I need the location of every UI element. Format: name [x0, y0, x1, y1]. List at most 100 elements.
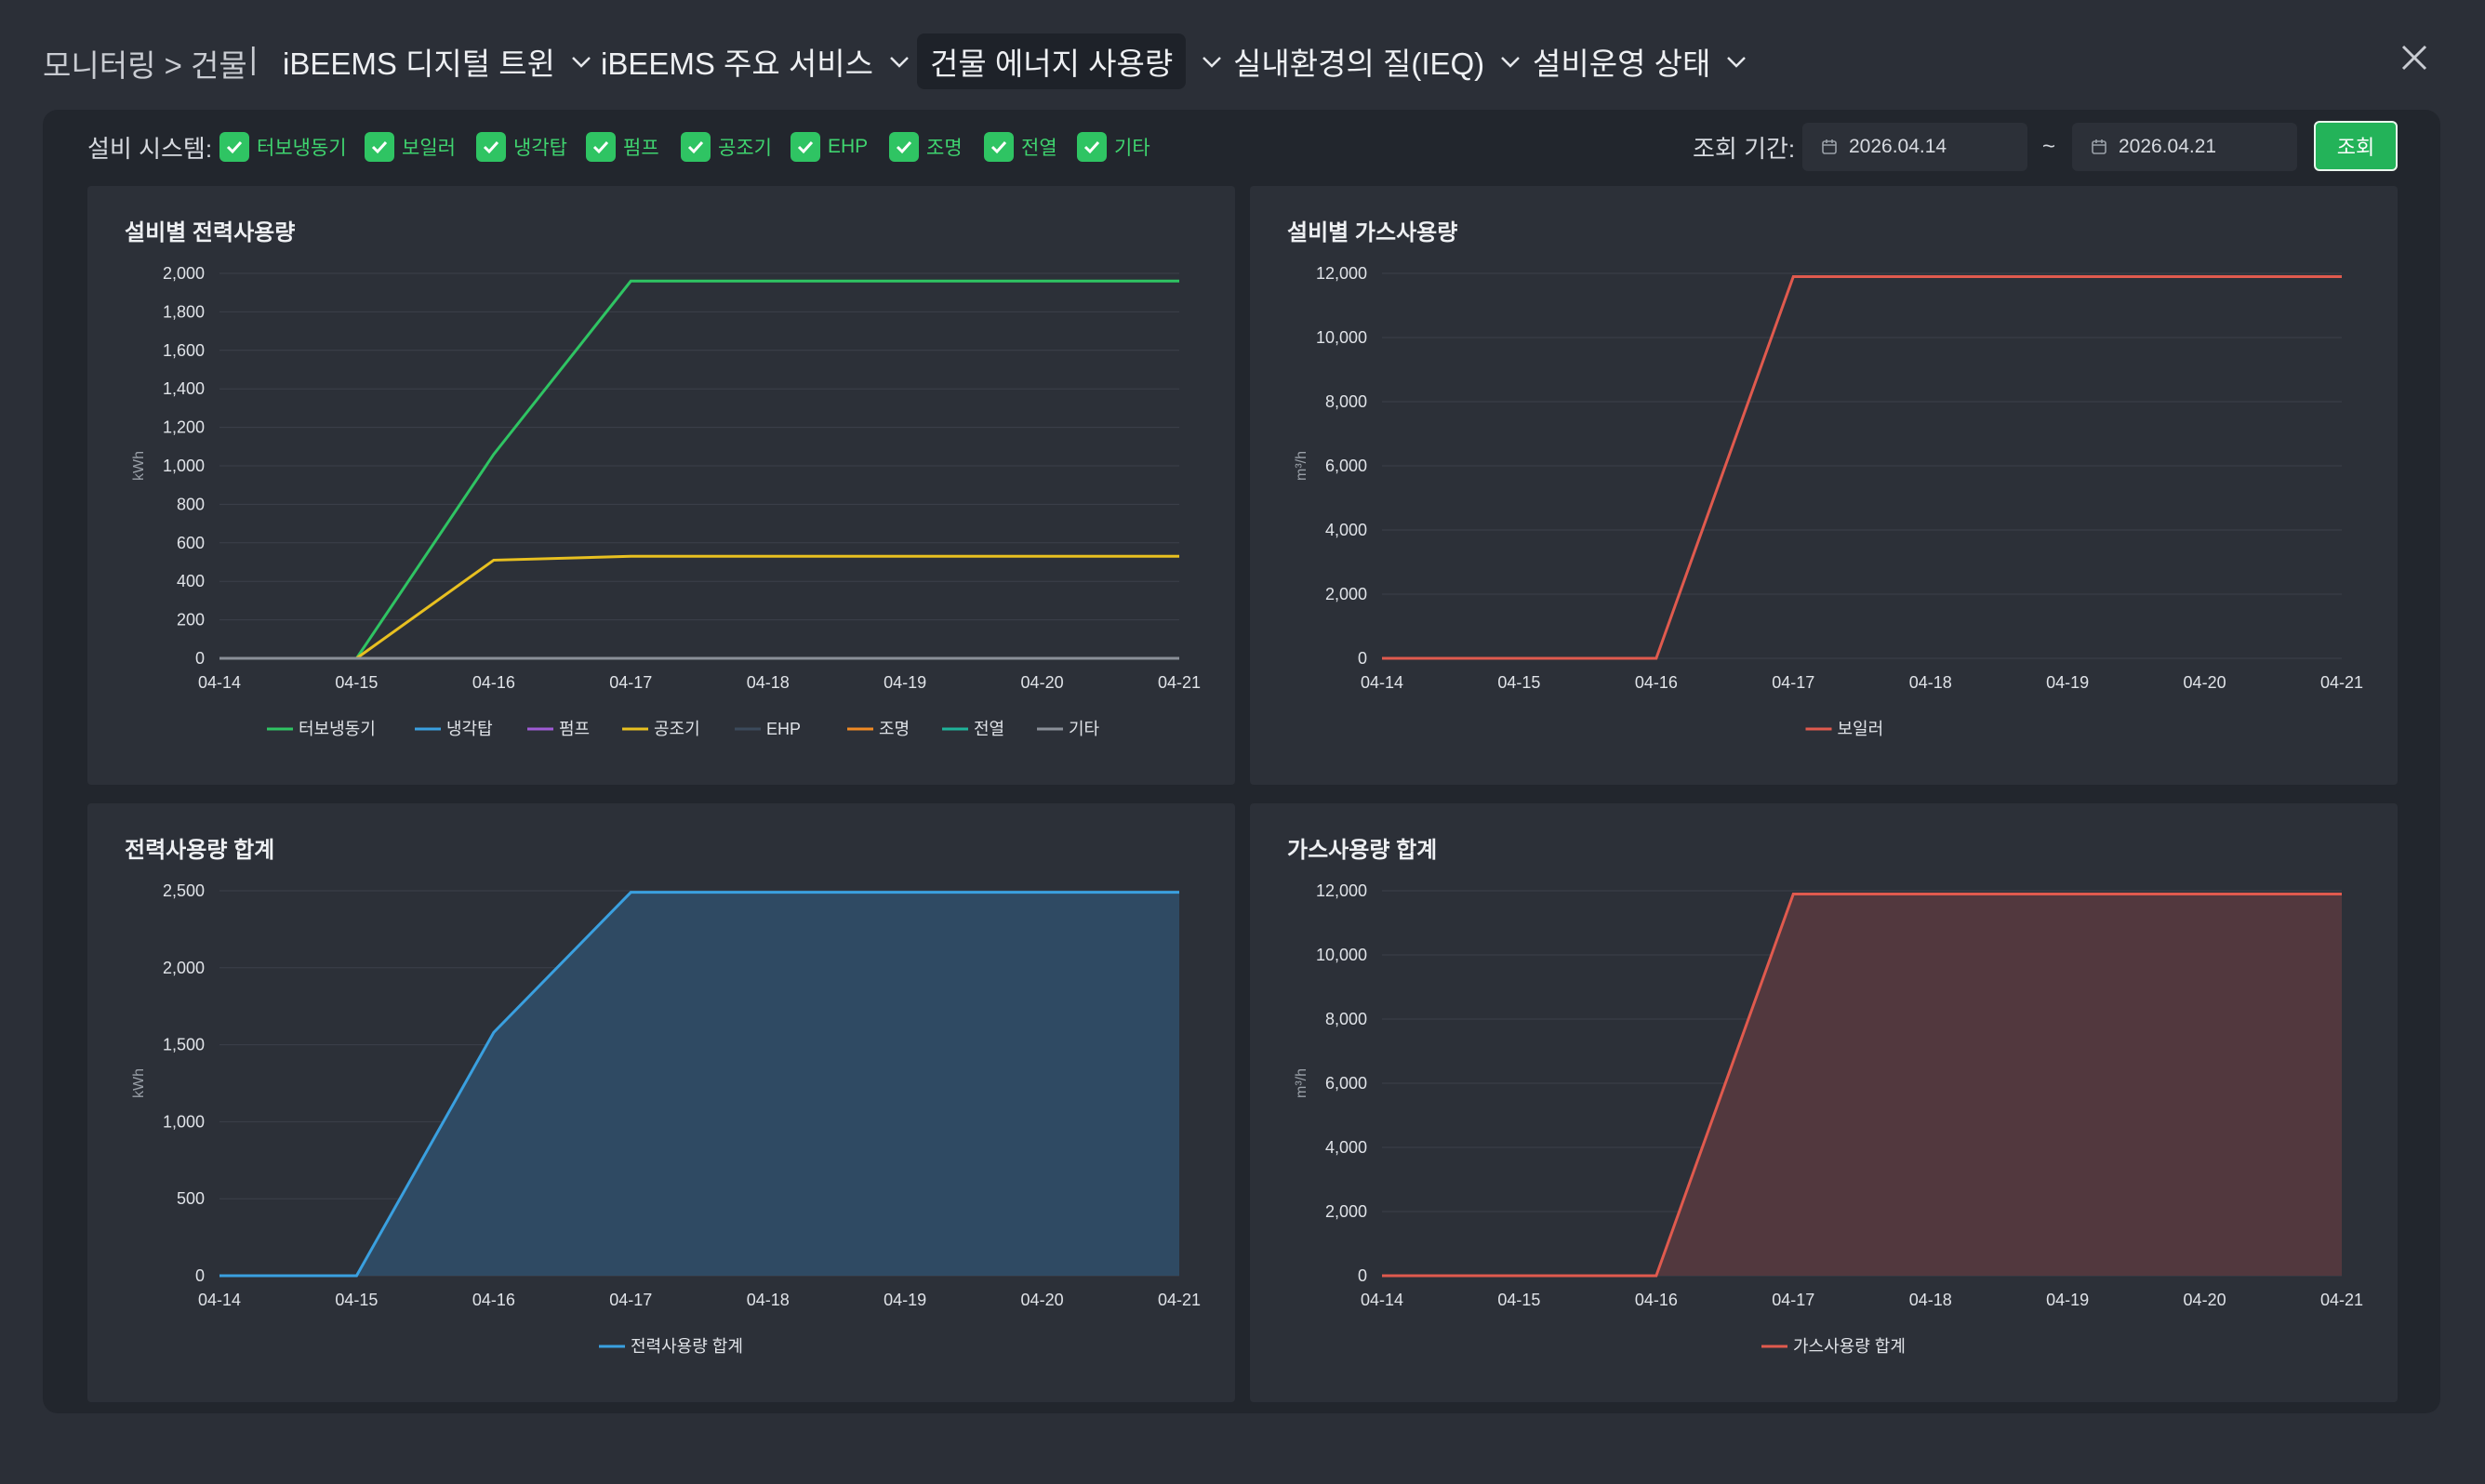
- legend-item[interactable]: EHP: [735, 720, 801, 738]
- nav-separator: |: [249, 41, 258, 75]
- power-by-equipment-chart: 0 200 400 600 800 1,000 1,200 1,400 1,600 1,800 2,…: [131, 264, 1201, 738]
- query-button[interactable]: 조회: [2314, 121, 2398, 171]
- system-checkbox[interactable]: 냉각탑: [476, 132, 567, 162]
- nav-menu-label: 설비운영 상태: [1533, 46, 1711, 81]
- legend-label: 기타: [1069, 720, 1100, 738]
- legend-item[interactable]: 펌프: [527, 720, 590, 738]
- series-line: [1382, 892, 2342, 1278]
- series-line: [219, 891, 1179, 1278]
- y-tick-label: 0: [1358, 1266, 1367, 1285]
- legend-item[interactable]: 공조기: [622, 720, 700, 738]
- close-button[interactable]: [2398, 41, 2431, 74]
- y-tick-label: 1,800: [163, 302, 205, 321]
- end-date-input[interactable]: 2026.04.21: [2072, 123, 2297, 171]
- chart-card-power-by-equipment: 설비별 전력사용량 0 200 400 600 800 1,000 1,200 1,400 1,…: [87, 186, 1235, 785]
- date-range-separator: ~: [2042, 134, 2056, 159]
- legend-item[interactable]: 기타: [1037, 720, 1100, 738]
- system-checkbox-label: 공조기: [718, 138, 772, 159]
- system-checkbox[interactable]: 보일러: [365, 132, 456, 162]
- legend-label: 펌프: [559, 720, 590, 738]
- y-tick-label: 500: [177, 1189, 205, 1208]
- y-tick-label: 1,400: [163, 379, 205, 398]
- legend-item[interactable]: 전력사용량 합계: [599, 1337, 743, 1356]
- checkmark-icon: [219, 132, 249, 162]
- legend-item[interactable]: 가스사용량 합계: [1761, 1337, 1906, 1356]
- legend-item[interactable]: 터보냉동기: [267, 720, 376, 738]
- legend-label: 공조기: [654, 720, 700, 738]
- system-checkbox[interactable]: 기타: [1077, 132, 1150, 162]
- system-checkbox[interactable]: 터보냉동기: [219, 132, 347, 162]
- system-checkbox-label: 냉각탑: [513, 138, 567, 159]
- chart-card-total-power: 전력사용량 합계 0 500 1,000 1,500 2,000 2,500 04-14 04…: [87, 803, 1235, 1402]
- system-checkbox[interactable]: 펌프: [586, 132, 659, 162]
- y-tick-label: 2,000: [1325, 1202, 1367, 1221]
- chevron-down-icon: [570, 50, 592, 73]
- series-line: [1382, 274, 2342, 660]
- x-tick-label: 04-16: [472, 1291, 515, 1309]
- legend-item[interactable]: 냉각탑: [415, 720, 493, 738]
- system-checkbox[interactable]: 공조기: [681, 132, 772, 162]
- chevron-down-icon: [888, 50, 910, 73]
- checkmark-icon: [791, 132, 820, 162]
- close-icon: [2401, 45, 2427, 71]
- y-tick-label: 1,500: [163, 1036, 205, 1054]
- x-tick-label: 04-17: [609, 1291, 652, 1309]
- legend-label: 전열: [974, 720, 1004, 738]
- checkmark-icon: [365, 132, 394, 162]
- legend-item[interactable]: 조명: [847, 720, 910, 738]
- x-tick-label: 04-16: [472, 673, 515, 692]
- x-tick-label: 04-17: [1772, 673, 1814, 692]
- system-checkbox[interactable]: 전열: [984, 132, 1057, 162]
- total-power-chart: 0 500 1,000 1,500 2,000 2,500 04-14 04-15 04-16 0…: [131, 881, 1201, 1356]
- x-tick-label: 04-20: [1021, 673, 1064, 692]
- y-tick-label: 2,000: [163, 959, 205, 977]
- y-tick-label: 6,000: [1325, 457, 1367, 475]
- x-tick-label: 04-20: [1021, 1291, 1064, 1309]
- chart-title: 가스사용량 합계: [1287, 838, 1438, 863]
- nav-menu-label: 건물 에너지 사용량: [917, 33, 1187, 89]
- nav-menu-ieq[interactable]: 실내환경의 질(IEQ): [1233, 37, 1522, 86]
- legend-label: 터보냉동기: [299, 720, 376, 738]
- nav-menu-main-services[interactable]: iBEEMS 주요 서비스: [601, 37, 910, 86]
- system-checkbox[interactable]: EHP: [791, 132, 868, 162]
- start-date-input[interactable]: 2026.04.14: [1802, 123, 2027, 171]
- y-tick-label: 400: [177, 572, 205, 590]
- x-tick-label: 04-17: [609, 673, 652, 692]
- y-tick-label: 0: [1358, 649, 1367, 668]
- y-tick-label: 1,600: [163, 341, 205, 360]
- legend-item[interactable]: 보일러: [1805, 720, 1884, 738]
- y-axis-unit: kWh: [131, 451, 147, 481]
- x-tick-label: 04-18: [747, 1291, 790, 1309]
- legend-label: 전력사용량 합계: [631, 1337, 743, 1356]
- y-tick-label: 2,000: [163, 264, 205, 283]
- chart-card-gas-by-equipment: 설비별 가스사용량 0 2,000 4,000 6,000 8,000 10,000 12,…: [1250, 186, 2398, 785]
- x-tick-label: 04-15: [335, 673, 378, 692]
- nav-menu-label: 실내환경의 질(IEQ): [1233, 46, 1485, 81]
- checkmark-icon: [586, 132, 616, 162]
- nav-menu-digital-twin[interactable]: iBEEMS 디지털 트윈: [283, 37, 592, 86]
- checkmark-icon: [681, 132, 711, 162]
- x-tick-label: 04-15: [335, 1291, 378, 1309]
- y-axis-unit: m³/h: [1294, 451, 1309, 481]
- chevron-down-icon: [1725, 50, 1747, 73]
- calendar-icon: [1822, 139, 1837, 154]
- x-tick-label: 04-16: [1635, 673, 1678, 692]
- x-tick-label: 04-19: [2046, 1291, 2089, 1309]
- x-tick-label: 04-20: [2184, 673, 2226, 692]
- legend-item[interactable]: 전열: [942, 720, 1004, 738]
- system-checkbox[interactable]: 조명: [889, 132, 963, 162]
- y-tick-label: 2,500: [163, 881, 205, 900]
- nav-menu-building-energy[interactable]: 건물 에너지 사용량: [917, 33, 1223, 89]
- x-tick-label: 04-15: [1497, 1291, 1540, 1309]
- x-tick-label: 04-21: [1158, 1291, 1201, 1309]
- x-tick-label: 04-14: [198, 673, 241, 692]
- x-tick-label: 04-21: [2320, 1291, 2363, 1309]
- system-checkbox-label: 조명: [926, 138, 963, 159]
- x-tick-label: 04-17: [1772, 1291, 1814, 1309]
- x-tick-label: 04-18: [747, 673, 790, 692]
- nav-menu-equipment-status[interactable]: 설비운영 상태: [1533, 37, 1747, 86]
- y-tick-label: 8,000: [1325, 1010, 1367, 1028]
- system-checkbox-label: 펌프: [623, 138, 659, 159]
- gas-by-equipment-chart: 0 2,000 4,000 6,000 8,000 10,000 12,000 04-14 04…: [1294, 264, 2363, 738]
- y-tick-label: 600: [177, 534, 205, 552]
